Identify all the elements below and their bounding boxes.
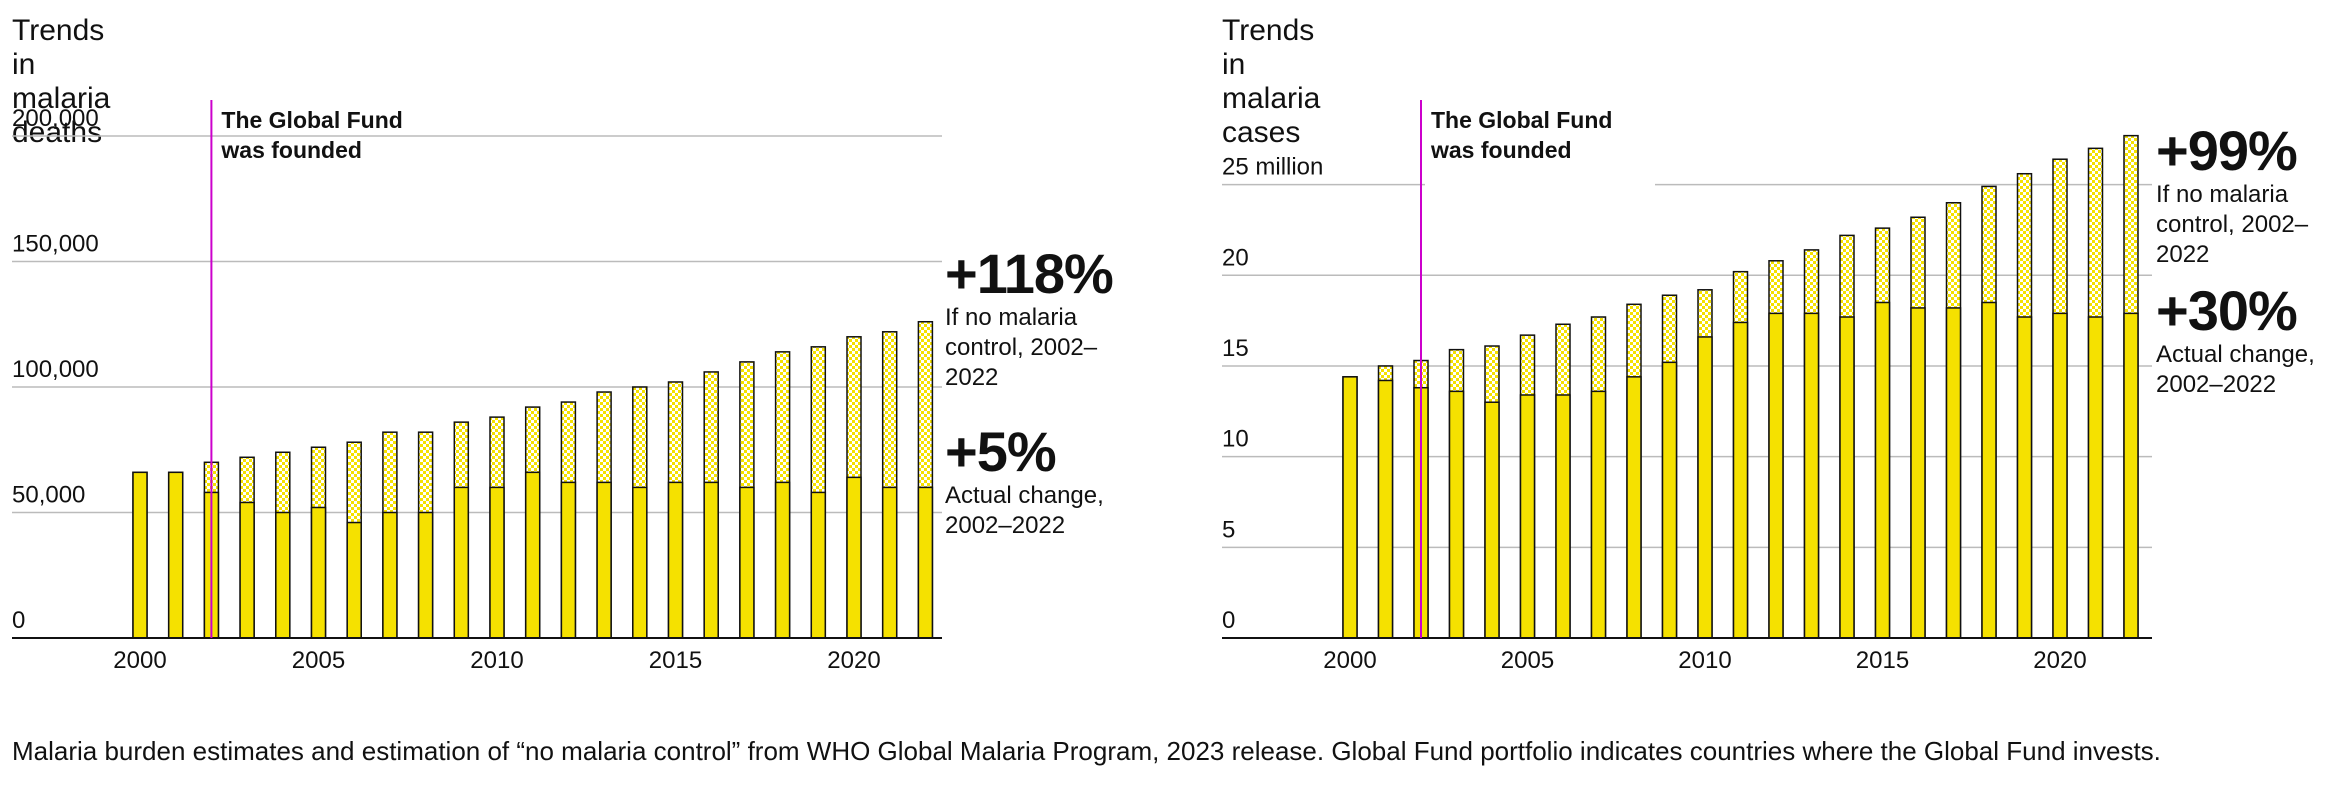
- bar-actual: [703, 481, 719, 639]
- cases-stat-actual: +30% Actual change, 2002–2022: [2156, 282, 2346, 400]
- y-tick-label: 15: [1222, 335, 1249, 362]
- cases-chart-plot: 0 5 10 15 20 25 million 2000 2005 2010 2015 2020 Th…: [1222, 100, 2152, 674]
- bar-actual: [132, 471, 148, 639]
- bar-actual: [524, 471, 541, 639]
- bar-actual: [1839, 316, 1855, 639]
- bar-actual: [1732, 321, 1749, 639]
- bar-actual: [346, 521, 362, 639]
- bar-actual: [1448, 390, 1465, 639]
- y-tick-label: 25 million: [1222, 154, 1323, 181]
- cases-stat-no-control-value: +99%: [2156, 119, 2298, 182]
- bar-actual: [417, 511, 434, 639]
- x-tick-label: 2015: [1856, 647, 1909, 674]
- bar-actual: [2016, 316, 2033, 639]
- annotation-line1: The Global Fund: [1431, 107, 1612, 133]
- bar-actual: [667, 481, 684, 639]
- annotation-background: [215, 138, 446, 202]
- bar-actual: [1697, 336, 1713, 639]
- bar-actual: [1803, 312, 1820, 639]
- x-tick-label: 2000: [113, 647, 166, 674]
- y-tick-label: 50,000: [12, 482, 85, 509]
- bar-actual: [1555, 394, 1571, 639]
- bar-actual: [1590, 390, 1607, 639]
- bar-actual: [739, 486, 755, 639]
- y-tick-label: 10: [1222, 426, 1249, 453]
- bar-actual: [2123, 312, 2139, 639]
- x-tick-label: 2005: [292, 647, 345, 674]
- bar-actual: [239, 501, 255, 639]
- bar-actual: [1945, 307, 1962, 639]
- x-tick-label: 2000: [1323, 647, 1376, 674]
- y-tick-label: 150,000: [12, 231, 99, 258]
- bar-actual: [2052, 312, 2068, 639]
- deaths-stat-actual: +5% Actual change, 2002–2022: [945, 423, 1135, 541]
- cases-stat-no-control-label: If no malaria control, 2002–2022: [2156, 181, 2309, 268]
- bar-actual: [917, 486, 934, 639]
- deaths-stat-no-control-label: If no malaria control, 2002–2022: [945, 304, 1098, 391]
- bar-actual: [1342, 376, 1358, 639]
- annotation-line2: was founded: [220, 137, 362, 163]
- bar-actual: [382, 511, 398, 639]
- bar-actual: [810, 491, 827, 639]
- x-tick-label: 2015: [649, 647, 702, 674]
- bar-actual: [1484, 401, 1500, 639]
- bar-actual: [632, 486, 648, 639]
- cases-stat-actual-value: +30%: [2156, 279, 2298, 342]
- y-tick-label: 100,000: [12, 356, 99, 383]
- bar-actual: [1981, 301, 1997, 639]
- bar-actual: [846, 476, 862, 639]
- bar-actual: [489, 486, 505, 639]
- x-tick-label: 2010: [470, 647, 523, 674]
- bar-actual: [1910, 307, 1926, 639]
- cases-stat-no-control: +99% If no malaria control, 2002–2022: [2156, 122, 2346, 270]
- deaths-stat-no-control: +118% If no malaria control, 2002–2022: [945, 245, 1135, 393]
- bar-actual: [881, 486, 898, 639]
- bar-actual: [167, 471, 184, 639]
- bar-actual: [453, 486, 470, 639]
- x-tick-label: 2010: [1678, 647, 1731, 674]
- x-tick-label: 2020: [827, 647, 880, 674]
- bar-actual: [1661, 361, 1678, 639]
- footnote: Malaria burden estimates and estimation …: [12, 736, 2161, 766]
- deaths-chart-plot: 0 50,000 100,000 150,000 200,000 2000 2005 2010…: [12, 100, 942, 674]
- cases-stat-actual-label: Actual change, 2002–2022: [2156, 341, 2315, 398]
- bar-actual: [1519, 394, 1536, 639]
- deaths-chart-title: Trends in malaria deaths: [12, 14, 111, 149]
- y-tick-label: 5: [1222, 516, 1235, 543]
- bar-actual: [1768, 312, 1784, 639]
- x-tick-label: 2020: [2033, 647, 2086, 674]
- deaths-stat-actual-value: +5%: [945, 420, 1057, 483]
- y-tick-label: 0: [1222, 607, 1235, 634]
- y-tick-label: 200,000: [12, 105, 99, 132]
- bar-actual: [560, 481, 577, 639]
- bar-actual: [596, 481, 612, 639]
- y-tick-label: 20: [1222, 244, 1249, 271]
- x-tick-label: 2005: [1501, 647, 1554, 674]
- bar-actual: [1626, 376, 1642, 639]
- bar-actual: [1874, 301, 1891, 639]
- bar-actual: [310, 506, 327, 639]
- annotation-line1: The Global Fund: [221, 107, 402, 133]
- deaths-stat-actual-label: Actual change, 2002–2022: [945, 482, 1104, 539]
- deaths-stat-no-control-value: +118%: [945, 242, 1114, 305]
- annotation-line2: was founded: [1430, 137, 1572, 163]
- bar-actual: [1377, 379, 1394, 639]
- bar-actual: [2087, 316, 2104, 639]
- annotation-background: [1425, 138, 1655, 202]
- y-tick-label: 0: [12, 607, 25, 634]
- bar-actual: [275, 511, 291, 639]
- bar-actual: [774, 481, 791, 639]
- cases-chart-title: Trends in malaria cases: [1222, 14, 1321, 149]
